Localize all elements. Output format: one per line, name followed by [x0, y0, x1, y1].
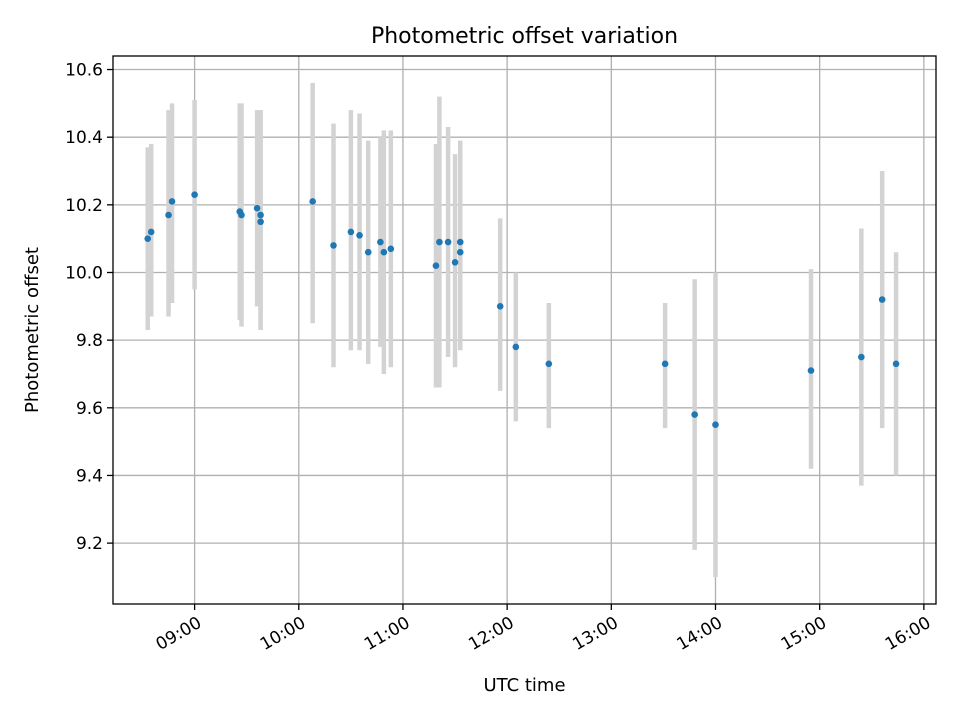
data-point [456, 248, 464, 256]
data-point [691, 411, 698, 418]
x-axis-label: UTC time [483, 675, 565, 696]
x-tick-label: 09:00 [153, 613, 205, 655]
data-point [330, 242, 337, 249]
x-tick-label: 13:00 [569, 613, 621, 655]
data-point [257, 211, 264, 219]
x-tick-label: 11:00 [361, 613, 413, 655]
y-axis: 9.2 9.4 9.6 9.8 10.0 10.2 10.4 10.6 [65, 61, 113, 554]
data-point [436, 238, 443, 246]
data-point [364, 248, 372, 256]
data-point [545, 360, 553, 368]
data-point [387, 245, 395, 253]
data-point [347, 228, 355, 236]
y-tick-label: 9.6 [76, 399, 103, 419]
data-point [168, 198, 176, 205]
x-axis: 09:00 10:00 11:00 12:00 13:00 14:00 15:00 16:00 [153, 604, 934, 655]
data-point [892, 360, 900, 368]
data-point [444, 238, 452, 246]
y-tick-label: 9.4 [76, 466, 103, 486]
data-point [432, 262, 440, 270]
chart-title: Photometric offset variation [371, 24, 678, 49]
y-tick-label: 10.6 [65, 61, 103, 81]
y-tick-label: 10.4 [65, 128, 103, 148]
data-point [147, 228, 155, 236]
x-tick-label: 12:00 [465, 613, 517, 655]
data-point [356, 231, 363, 239]
data-points [144, 191, 900, 429]
x-tick-label: 16:00 [882, 613, 934, 655]
data-point [451, 259, 459, 266]
data-point [512, 343, 520, 351]
x-tick-label: 10:00 [257, 613, 309, 655]
data-point [253, 204, 261, 212]
x-tick-label: 15:00 [778, 613, 830, 655]
data-point [165, 211, 172, 219]
data-point [257, 218, 264, 226]
data-point [496, 303, 504, 310]
data-point [878, 296, 886, 303]
data-point [144, 235, 152, 242]
y-axis-label: Photometric offset [22, 247, 43, 413]
y-tick-label: 9.2 [76, 534, 103, 554]
data-point [456, 238, 464, 246]
data-point [377, 238, 384, 246]
data-point [807, 367, 815, 374]
data-point [309, 198, 316, 205]
x-tick-label: 14:00 [674, 613, 726, 655]
y-tick-label: 10.2 [65, 196, 103, 216]
error-bars [145, 83, 899, 577]
data-point [191, 191, 198, 198]
data-point [661, 360, 669, 368]
plot-frame [112, 55, 937, 605]
data-point [712, 421, 719, 429]
y-tick-label: 9.8 [76, 331, 103, 351]
y-tick-label: 10.0 [65, 263, 103, 283]
data-point [380, 248, 388, 256]
data-point [238, 211, 245, 219]
data-point [858, 353, 865, 361]
